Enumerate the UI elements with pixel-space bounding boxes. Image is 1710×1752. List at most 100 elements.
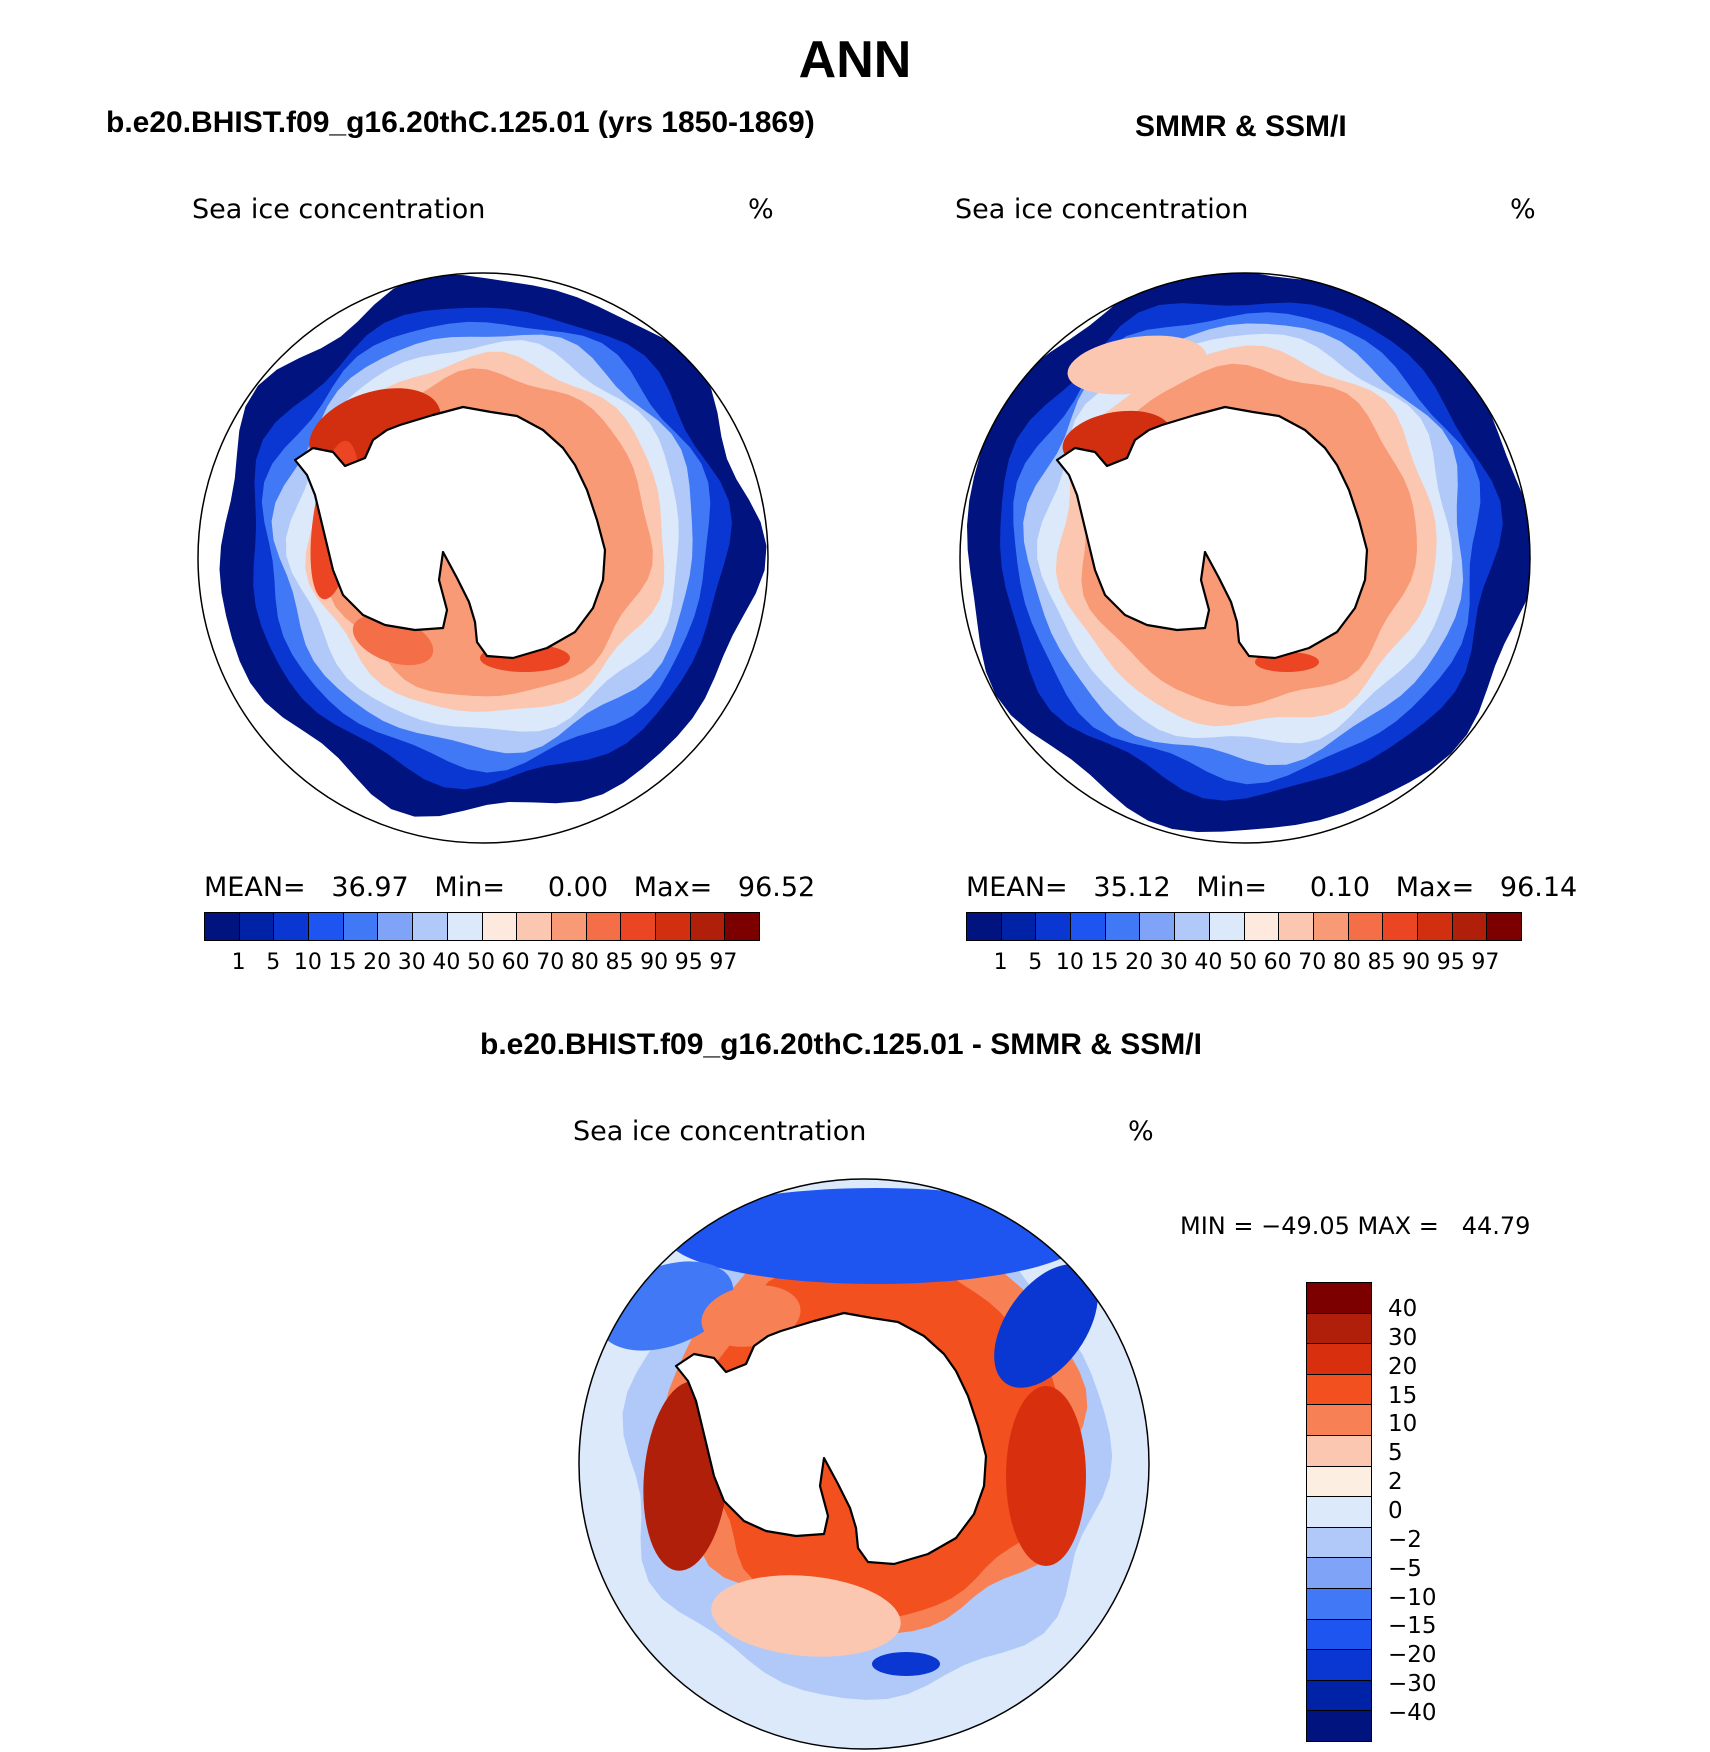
model-colorbar-ticks: 1 5 10 15 20 30 40 50 60 70 80 85 90 95 97 [204, 950, 758, 978]
colorbar-swatch-0 [1307, 1283, 1371, 1314]
model-units-label: % [748, 194, 774, 225]
colorbar-tick-label: 60 [501, 950, 530, 975]
colorbar-swatch-3 [309, 913, 344, 940]
colorbar-tick-label: 90 [1402, 950, 1431, 975]
model-variable-label: Sea ice concentration [192, 194, 486, 225]
ice-feature [1067, 335, 1207, 395]
colorbar-tick-label: 85 [605, 950, 634, 975]
colorbar-tick-label: 5 [1388, 1440, 1403, 1467]
colorbar-swatch-6 [1175, 913, 1210, 940]
colorbar-swatch-5 [1307, 1435, 1371, 1467]
colorbar-swatch-5 [378, 913, 414, 940]
colorbar-swatch-4 [343, 913, 379, 940]
colorbar-tick-label: 10 [293, 950, 322, 975]
obs-polar-map [959, 272, 1531, 844]
colorbar-swatch-5 [1140, 913, 1176, 940]
colorbar-tick-label: 20 [363, 950, 392, 975]
colorbar-swatch-7 [1209, 913, 1245, 940]
model-stats: MEAN= 36.97 Min= 0.00 Max= 96.52 [204, 872, 816, 903]
model-polar-map [197, 272, 769, 844]
obs-colorbar [966, 912, 1522, 941]
colorbar-tick-label: 40 [1194, 950, 1223, 975]
colorbar-tick-label: 50 [467, 950, 495, 975]
colorbar-swatch-0 [205, 913, 240, 940]
colorbar-swatch-3 [1307, 1374, 1371, 1406]
colorbar-swatch-12 [621, 913, 656, 940]
colorbar-swatch-4 [1105, 913, 1141, 940]
ice-feature [666, 1188, 1086, 1284]
diff-antarctica-landmass [674, 1311, 988, 1566]
diff-ice-features [598, 1188, 1098, 1676]
colorbar-tick-label: −5 [1388, 1555, 1422, 1582]
colorbar-swatch-13 [1417, 913, 1453, 940]
colorbar-tick-label: 20 [1388, 1353, 1418, 1380]
colorbar-swatch-15 [725, 913, 759, 940]
colorbar-tick-label: 85 [1367, 950, 1396, 975]
colorbar-swatch-1 [239, 913, 275, 940]
obs-stats: MEAN= 35.12 Min= 0.10 Max= 96.14 [966, 872, 1578, 903]
colorbar-tick-label: 30 [397, 950, 426, 975]
colorbar-swatch-10 [1307, 1588, 1371, 1620]
colorbar-tick-label: 15 [328, 950, 357, 975]
ice-feature [994, 1264, 1098, 1388]
ice-feature [872, 1652, 940, 1676]
colorbar-swatch-13 [655, 913, 691, 940]
colorbar-swatch-8 [1244, 913, 1280, 940]
colorbar-tick-label: −15 [1388, 1613, 1437, 1640]
obs-colorbar-ticks: 1 5 10 15 20 30 40 50 60 70 80 85 90 95 97 [966, 950, 1520, 978]
colorbar-tick-label: 15 [1388, 1382, 1418, 1409]
colorbar-swatch-0 [967, 913, 1002, 940]
colorbar-tick-label: 50 [1229, 950, 1257, 975]
colorbar-swatch-9 [1307, 1558, 1371, 1589]
colorbar-tick-label: 90 [640, 950, 669, 975]
colorbar-swatch-1 [1001, 913, 1037, 940]
colorbar-swatch-6 [1307, 1466, 1371, 1498]
colorbar-tick-label: 80 [570, 950, 599, 975]
ice-feature [701, 1285, 801, 1347]
ice-feature [711, 1575, 901, 1657]
colorbar-swatch-6 [413, 913, 448, 940]
colorbar-swatch-15 [1487, 913, 1521, 940]
obs-units-label: % [1510, 194, 1536, 225]
model-map-boundary [197, 272, 769, 844]
colorbar-swatch-13 [1307, 1680, 1371, 1712]
colorbar-tick-label: 97 [1471, 950, 1500, 975]
colorbar-tick-label: 5 [1028, 950, 1043, 975]
colorbar-swatch-12 [1307, 1650, 1371, 1681]
model-panel-title: b.e20.BHIST.f09_g16.20thC.125.01 (yrs 18… [106, 106, 815, 139]
model-colorbar [204, 912, 760, 941]
colorbar-tick-label: 30 [1159, 950, 1188, 975]
colorbar-swatch-12 [1383, 913, 1418, 940]
colorbar-tick-label: 2 [1388, 1469, 1403, 1496]
colorbar-swatch-14 [690, 913, 726, 940]
colorbar-tick-label: −10 [1388, 1584, 1437, 1611]
colorbar-swatch-9 [517, 913, 552, 940]
colorbar-swatch-2 [1307, 1344, 1371, 1375]
obs-antarctica-landmass [1055, 405, 1369, 660]
colorbar-swatch-2 [1036, 913, 1072, 940]
colorbar-tick-label: −30 [1388, 1671, 1437, 1698]
colorbar-swatch-11 [1307, 1619, 1371, 1651]
diff-stats: MIN = −49.05 MAX = 44.79 [1180, 1212, 1531, 1240]
colorbar-tick-label: −40 [1388, 1699, 1437, 1726]
colorbar-tick-label: 60 [1263, 950, 1292, 975]
main-title: ANN [798, 31, 912, 89]
colorbar-swatch-7 [1307, 1497, 1371, 1528]
colorbar-tick-label: 1 [231, 950, 246, 975]
diff-panel-title: b.e20.BHIST.f09_g16.20thC.125.01 - SMMR … [480, 1028, 1202, 1061]
colorbar-swatch-11 [1348, 913, 1384, 940]
model-antarctica-landmass [293, 405, 607, 660]
colorbar-tick-label: 0 [1388, 1498, 1403, 1524]
colorbar-tick-label: 10 [1388, 1411, 1418, 1438]
colorbar-swatch-14 [1452, 913, 1488, 940]
colorbar-swatch-9 [1279, 913, 1314, 940]
diff-colorbar [1306, 1282, 1372, 1742]
colorbar-tick-label: 97 [709, 950, 738, 975]
colorbar-tick-label: 95 [674, 950, 703, 975]
diff-units-label: % [1128, 1116, 1154, 1147]
colorbar-swatch-14 [1307, 1711, 1371, 1741]
diff-colorbar-ticks: 40 30 20 15 10 5 2 0 −2 −5 −10 −15 −20 −30 −40 [1388, 1282, 1478, 1740]
colorbar-swatch-11 [586, 913, 622, 940]
colorbar-tick-label: 95 [1436, 950, 1465, 975]
colorbar-tick-label: 40 [432, 950, 461, 975]
